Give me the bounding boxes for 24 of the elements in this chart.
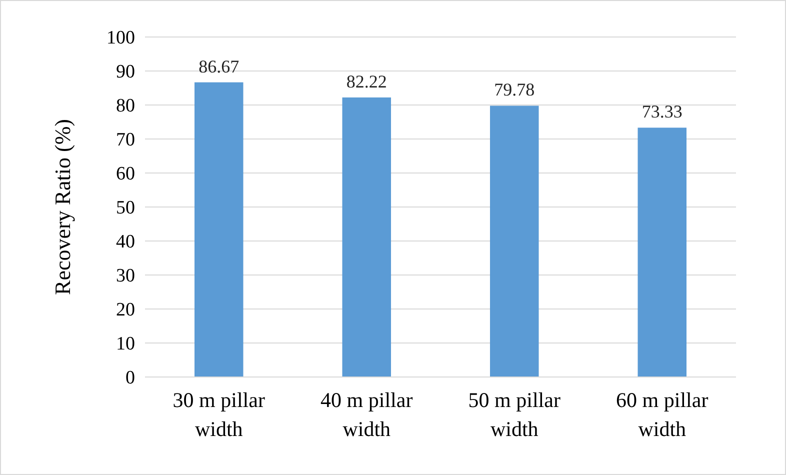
bar [342, 97, 392, 377]
y-tick-label: 60 [116, 164, 135, 185]
y-tick-label: 40 [116, 232, 135, 253]
data-label: 73.33 [642, 102, 682, 122]
y-tick-label: 20 [116, 300, 135, 321]
y-axis-title: Recovery Ratio (%) [50, 119, 75, 295]
bar [490, 106, 539, 377]
data-label: 82.22 [346, 71, 387, 92]
y-tick-label: 90 [116, 62, 135, 83]
x-tick-label: 30 m pillar width [172, 388, 265, 441]
data-label: 79.78 [494, 80, 535, 100]
y-tick-label: 80 [116, 96, 135, 117]
y-tick-label: 70 [116, 130, 135, 151]
y-tick-label: 0 [126, 368, 135, 389]
x-tick-label: 50 m pillar width [468, 388, 560, 441]
bar [638, 128, 687, 377]
x-tick-label: 40 m pillar width [320, 388, 413, 441]
y-tick-label: 100 [106, 28, 135, 49]
y-tick-label: 30 [116, 266, 135, 287]
y-tick-label: 10 [116, 334, 135, 355]
y-tick-label: 50 [116, 198, 135, 219]
x-tick-label: 60 m pillar width [616, 388, 708, 441]
bar [194, 82, 244, 377]
data-label: 86.67 [198, 56, 240, 76]
